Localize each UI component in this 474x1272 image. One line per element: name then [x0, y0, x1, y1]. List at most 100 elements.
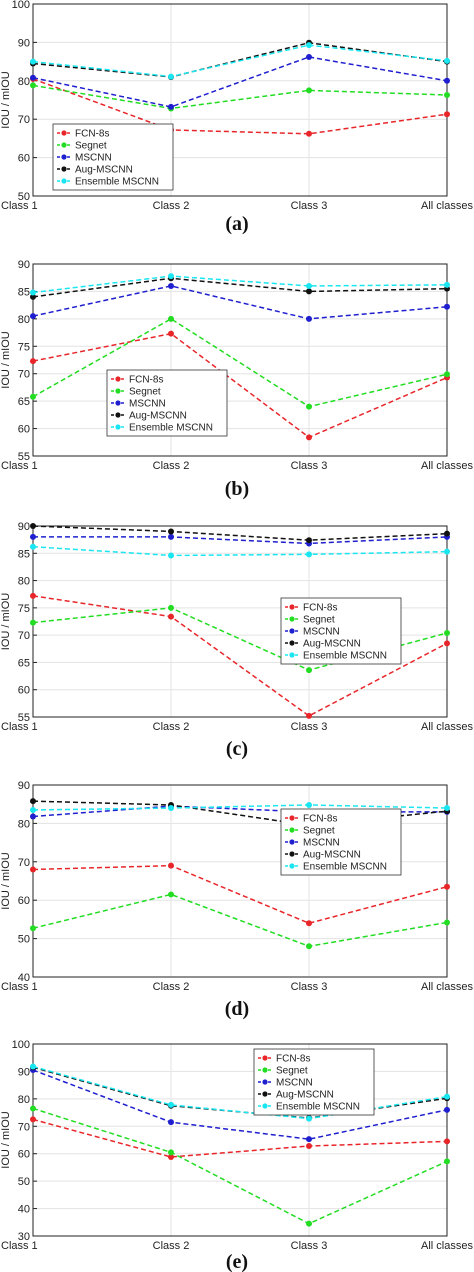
legend-label: FCN-8s: [129, 375, 163, 386]
data-point: [444, 1138, 450, 1145]
x-tick-label: All classes: [421, 721, 473, 733]
y-tick-label: 55: [18, 712, 30, 724]
y-tick-label: 70: [18, 857, 30, 869]
y-tick-label: 80: [18, 314, 30, 326]
x-tick-label: All classes: [421, 1240, 473, 1252]
legend-label: Aug-MSCNN: [303, 639, 361, 650]
legend-marker: [262, 1067, 268, 1073]
legend-marker: [289, 640, 295, 646]
legend-label: Segnet: [75, 141, 107, 152]
y-tick-label: 60: [18, 153, 30, 165]
panel-label: (c): [226, 738, 248, 760]
data-point: [168, 604, 174, 611]
legend-marker: [262, 1091, 268, 1097]
legend-marker: [61, 142, 67, 148]
data-point: [306, 282, 312, 289]
legend-label: FCN-8s: [303, 603, 337, 614]
y-tick-label: 90: [18, 1066, 30, 1078]
legend-marker: [61, 130, 67, 136]
x-tick-label: All classes: [421, 200, 473, 212]
y-tick-label: 80: [18, 576, 30, 588]
data-point: [444, 77, 450, 84]
legend-label: MSCNN: [276, 1078, 313, 1089]
data-point: [168, 552, 174, 559]
legend-box: [253, 1048, 375, 1116]
panel-label: (d): [225, 998, 249, 1020]
chart-panel: 40 50 60 70 80 90 Class 1 Class 2 Class 3 All cla…: [0, 780, 473, 1020]
legend-label: Ensemble MSCNN: [303, 862, 387, 873]
x-tick-label: Class 1: [1, 721, 38, 733]
data-point: [444, 883, 450, 890]
data-point: [444, 640, 450, 647]
y-tick-label: 50: [18, 934, 30, 946]
series-line: [32, 275, 448, 294]
data-point: [30, 543, 36, 550]
y-tick-label: 60: [18, 1149, 30, 1161]
x-tick-label: Class 2: [153, 1240, 190, 1252]
y-tick-label: 90: [18, 259, 30, 271]
y-axis-label: IOU / mIOU: [0, 593, 12, 651]
data-point: [306, 920, 312, 927]
x-tick-label: Class 2: [153, 200, 190, 212]
series-line: [32, 317, 448, 408]
x-tick-label: Class 3: [291, 460, 328, 472]
legend-marker: [289, 839, 295, 845]
data-point: [30, 806, 36, 813]
legend-marker: [289, 652, 295, 658]
data-point: [444, 805, 450, 812]
series-line: [32, 285, 448, 320]
y-axis-label: IOU / mIOU: [0, 71, 12, 129]
data-point: [168, 533, 174, 540]
legend-marker: [115, 412, 121, 418]
legend-label: Ensemble MSCNN: [303, 651, 387, 662]
legend-marker: [289, 863, 295, 869]
data-point: [30, 313, 36, 320]
data-point: [30, 393, 36, 400]
y-tick-label: 100: [12, 1039, 30, 1051]
panel-label: (e): [226, 1251, 248, 1272]
legend-label: MSCNN: [75, 153, 112, 164]
legend-marker: [262, 1103, 268, 1109]
data-point: [30, 592, 36, 599]
legend-label: Segnet: [303, 615, 335, 626]
legend-label: Segnet: [129, 387, 161, 398]
plot-frame: [32, 784, 448, 978]
legend-marker: [289, 616, 295, 622]
chart-panel: 55 60 65 70 75 80 85 90 Class 1 Class 2 Class 3 All…: [0, 521, 473, 760]
data-point: [168, 282, 174, 289]
data-point: [168, 805, 174, 812]
data-point: [30, 533, 36, 540]
data-point: [168, 528, 174, 535]
legend-marker: [262, 1079, 268, 1085]
data-point: [306, 1220, 312, 1227]
legend-label: Aug-MSCNN: [303, 850, 361, 861]
legend-label: FCN-8s: [303, 814, 337, 825]
x-tick-label: Class 3: [291, 721, 328, 733]
x-tick-label: Class 1: [1, 200, 38, 212]
legend-label: Aug-MSCNN: [75, 165, 133, 176]
data-point: [30, 289, 36, 296]
data-point: [306, 943, 312, 950]
legend-label: MSCNN: [303, 838, 340, 849]
series-line: [32, 42, 448, 78]
series-line: [32, 804, 448, 811]
y-tick-label: 75: [18, 341, 30, 353]
data-point: [168, 1119, 174, 1126]
data-point: [444, 111, 450, 118]
series-line: [32, 595, 448, 717]
data-point: [30, 293, 36, 300]
legend-marker: [289, 628, 295, 634]
legend-box: [106, 369, 228, 437]
panel-label: (a): [225, 213, 248, 235]
data-point: [444, 303, 450, 310]
x-tick-label: Class 3: [291, 981, 328, 993]
data-point: [168, 862, 174, 869]
legend-label: Segnet: [276, 1066, 308, 1077]
legend-marker: [61, 178, 67, 184]
y-axis-label: IOU / mIOU: [0, 331, 12, 389]
data-point: [444, 371, 450, 378]
data-point: [30, 798, 36, 805]
legend-marker: [115, 400, 121, 406]
